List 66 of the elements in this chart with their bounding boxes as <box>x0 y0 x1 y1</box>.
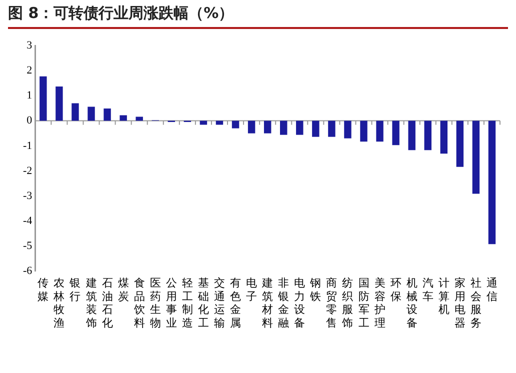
y-tick-label: 1 <box>26 90 32 102</box>
y-tick-label: 3 <box>26 39 33 52</box>
y-tick-label: 2 <box>26 64 32 77</box>
y-tick-label: -5 <box>22 240 33 252</box>
bar <box>376 120 384 142</box>
x-tick-label: 石油石化 <box>102 276 113 330</box>
bar <box>440 120 448 154</box>
x-tick-label: 通信 <box>486 276 498 303</box>
bar <box>136 116 143 121</box>
x-tick-label: 传媒 <box>38 276 49 303</box>
x-tick-label: 建筑材料 <box>261 276 274 330</box>
bar <box>120 115 127 121</box>
bar <box>472 120 480 194</box>
x-tick-label: 煤炭 <box>118 276 129 303</box>
x-tick-label: 基础化工 <box>196 276 209 330</box>
x-tick-label: 有色金属 <box>230 276 242 330</box>
x-tick-label: 商贸零售 <box>326 276 338 330</box>
bar <box>456 120 464 167</box>
x-tick-label: 钢铁 <box>309 276 322 303</box>
bar <box>200 120 208 125</box>
x-tick-label: 机械设备 <box>406 276 418 330</box>
y-tick-label: -4 <box>22 214 33 227</box>
bar <box>328 120 336 137</box>
x-tick-label: 纺织服饰 <box>341 276 354 330</box>
x-tick-label: 国防军工 <box>358 276 370 330</box>
bar <box>248 120 256 134</box>
bar <box>424 120 432 150</box>
y-tick-label: -1 <box>22 140 32 152</box>
bar <box>488 120 496 244</box>
x-tick-label: 公用事业 <box>166 276 177 330</box>
x-tick-label: 食品饮料 <box>132 276 145 330</box>
x-tick-label: 美容护理 <box>373 276 386 330</box>
bar <box>232 120 240 128</box>
y-tick-label: -2 <box>22 164 32 177</box>
bar <box>264 120 272 134</box>
x-tick-label: 医药生物 <box>150 276 161 330</box>
bar <box>216 120 224 125</box>
bar <box>360 120 368 142</box>
x-tick-label: 社会服务 <box>470 276 482 330</box>
bar <box>280 120 288 135</box>
bar <box>312 120 320 137</box>
x-tick-label: 建筑装饰 <box>84 276 97 330</box>
x-tick-label: 家用电器 <box>454 276 466 330</box>
y-tick-label: -6 <box>22 265 33 278</box>
x-tick-label: 汽车 <box>422 276 434 303</box>
x-tick-label: 环保 <box>390 276 402 303</box>
x-tick-label: 电子 <box>246 276 258 303</box>
chart-title: 图 8：可转债行业周涨跌幅（%） <box>8 4 508 29</box>
y-tick-label: -3 <box>22 190 33 202</box>
x-tick-label: 非银金融 <box>277 276 290 330</box>
x-tick-label: 农林牧渔 <box>52 276 65 330</box>
bar <box>88 106 95 121</box>
x-tick-label: 轻工制造 <box>182 276 193 330</box>
bar <box>104 108 111 121</box>
bar <box>408 120 416 150</box>
bar <box>56 86 63 121</box>
x-tick-label: 银行 <box>68 276 81 303</box>
x-tick-label: 计算机 <box>438 276 450 316</box>
bar <box>72 103 79 121</box>
bar <box>392 120 400 146</box>
bar <box>296 120 304 135</box>
bar <box>344 120 352 138</box>
x-tick-label: 电力设备 <box>294 276 306 330</box>
x-tick-label: 交通运输 <box>214 276 225 330</box>
bar <box>40 76 47 121</box>
y-tick-label: 0 <box>26 114 33 127</box>
